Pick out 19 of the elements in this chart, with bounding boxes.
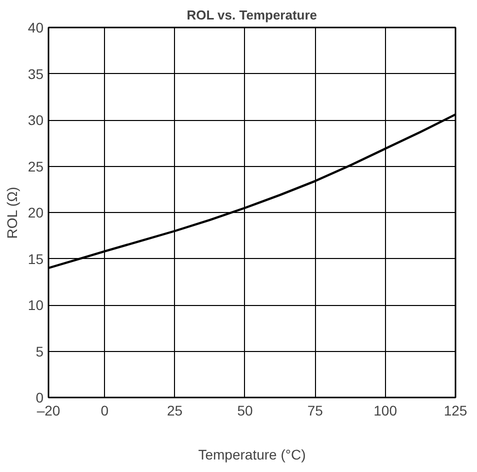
y-tick-label: 15 [28,250,44,267]
y-tick-label: 5 [36,343,44,360]
y-tick-label: 40 [28,20,44,36]
x-tick-label: 50 [237,402,253,418]
y-tick-label: 30 [28,112,44,128]
x-tick-label: 75 [307,402,324,418]
x-tick-label: 125 [444,402,468,418]
y-tick-label: 25 [28,158,44,174]
chart-title: ROL vs. Temperature [186,8,318,22]
y-tick-label: 0 [36,390,44,406]
y-tick-label: 20 [28,204,44,220]
y-axis-title: ROL (Ω) [4,186,20,239]
x-tick-label: –20 [36,402,60,418]
y-tick-label: 35 [28,66,44,82]
x-axis-title: Temperature (°C) [198,446,306,462]
x-tick-label: 25 [167,402,183,418]
x-tick-label: 0 [100,402,109,418]
y-tick-label: 10 [28,297,44,313]
x-tick-label: 100 [374,402,398,418]
